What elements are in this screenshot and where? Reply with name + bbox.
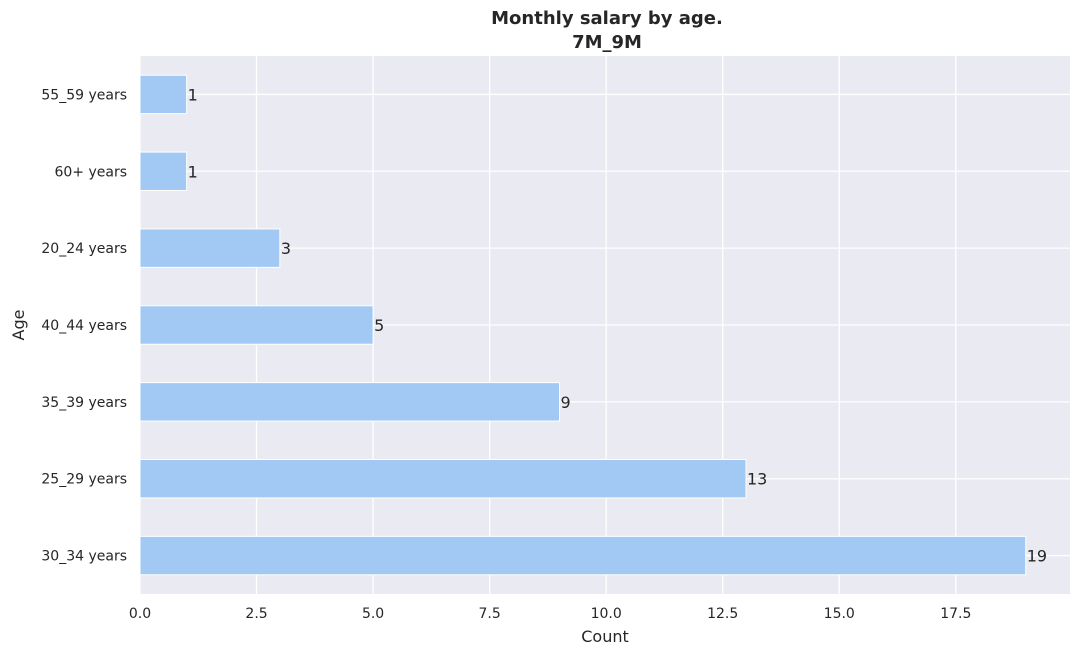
bar [139,382,561,422]
bar [139,74,188,115]
bar [139,151,188,191]
x-tick-label: 12.5 [707,606,738,622]
x-axis-ticks: 0.0 2.5 5.0 7.5 10.0 12.5 15.0 17.5 [129,606,972,622]
y-axis-ticks: 55_59 years 60+ years 20_24 years 40_44 yea… [41,87,127,564]
y-axis-label: Age [9,310,28,341]
chart-subtitle: 7M_9M [572,32,642,53]
x-tick-label: 2.5 [245,606,267,622]
y-tick-label: 60+ years [54,164,127,180]
bar-value-label: 1 [188,85,198,104]
y-tick-label: 35_39 years [41,395,127,411]
x-tick-label: 5.0 [362,606,384,622]
bar-value-label: 9 [561,393,571,412]
x-tick-label: 17.5 [940,606,971,622]
bar-value-label: 5 [374,316,384,335]
y-tick-label: 40_44 years [41,318,127,334]
bars [139,74,1027,576]
x-tick-label: 15.0 [824,606,855,622]
x-tick-label: 0.0 [129,606,151,622]
bar-value-label: 13 [747,470,767,489]
bar [139,228,281,268]
y-tick-label: 30_34 years [41,549,127,565]
y-tick-label: 25_29 years [41,472,127,488]
x-tick-label: 10.0 [591,606,622,622]
x-tick-label: 7.5 [478,606,500,622]
x-axis-label: Count [581,627,629,646]
y-tick-label: 20_24 years [41,241,127,257]
y-tick-label: 55_59 years [41,87,127,103]
chart-title: Monthly salary by age. [491,8,723,29]
bar [139,305,374,345]
bar-value-label: 19 [1027,547,1047,566]
bar [139,459,747,499]
bar-value-label: 1 [188,162,198,181]
bar-value-label: 3 [281,239,291,258]
bar [139,535,1027,576]
